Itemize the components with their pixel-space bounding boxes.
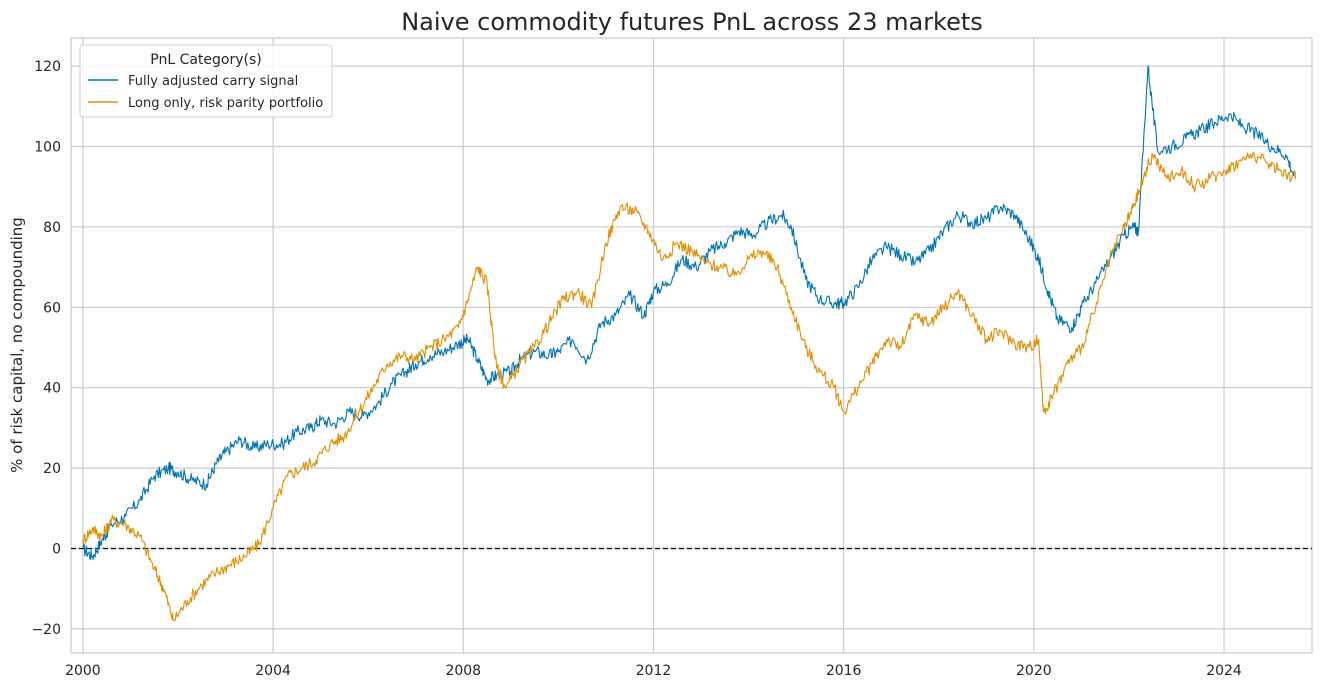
legend: PnL Category(s) Fully adjusted carry sig… xyxy=(79,44,333,118)
legend-label-carry: Fully adjusted carry signal xyxy=(128,74,298,89)
x-tick-label: 2016 xyxy=(826,663,862,679)
y-tick-label: 100 xyxy=(34,140,61,156)
x-tick-label: 2024 xyxy=(1206,663,1242,679)
x-tick-label: 2008 xyxy=(445,663,481,679)
y-tick-label: 20 xyxy=(43,461,61,477)
legend-label-long-only: Long only, risk parity portfolio xyxy=(128,96,323,111)
legend-title: PnL Category(s) xyxy=(150,52,262,68)
y-tick-label: 0 xyxy=(52,541,61,557)
series-group xyxy=(82,65,1296,622)
x-tick-label: 2004 xyxy=(255,663,291,679)
y-tick-label: 40 xyxy=(43,381,61,397)
series-long-only-line xyxy=(82,151,1296,622)
y-tick-labels: −20 0 20 40 60 80 100 120 xyxy=(31,59,61,638)
y-axis-label: % of risk capital, no compounding xyxy=(8,217,26,473)
x-tick-label: 2020 xyxy=(1016,663,1052,679)
chart-title: Naive commodity futures PnL across 23 ma… xyxy=(401,8,983,36)
y-tick-label: 60 xyxy=(43,300,61,316)
x-tick-label: 2012 xyxy=(636,663,672,679)
y-tick-label: 80 xyxy=(43,220,61,236)
plot-area xyxy=(70,37,1313,654)
x-tick-label: 2000 xyxy=(65,663,101,679)
series-carry-line xyxy=(82,65,1296,561)
y-tick-label: 120 xyxy=(34,59,61,75)
y-tick-label: −20 xyxy=(31,622,61,638)
x-tick-labels: 2000 2004 2008 2012 2016 2020 2024 xyxy=(65,663,1242,679)
legend-box xyxy=(79,44,333,118)
